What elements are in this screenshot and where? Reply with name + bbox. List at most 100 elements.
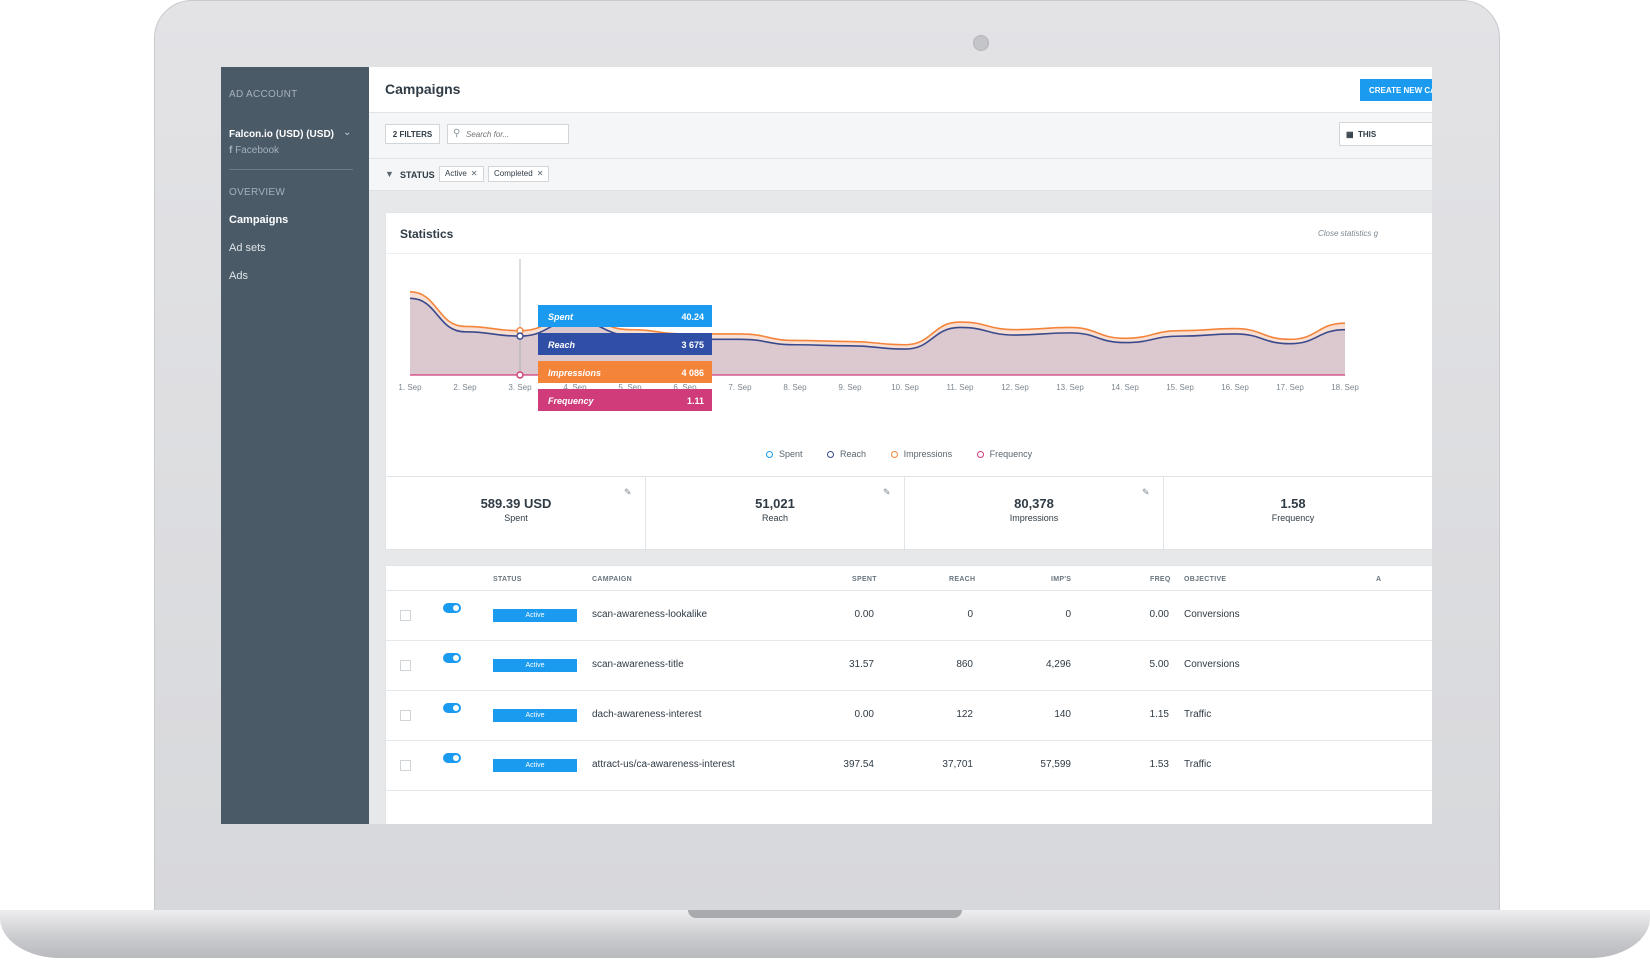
date-range-label: THIS	[1358, 129, 1377, 139]
legend-label: Frequency	[989, 449, 1033, 459]
status-chip-label: Active	[445, 169, 467, 178]
column-header-status[interactable]: STATUS	[493, 576, 522, 583]
account-platform: f Facebook	[229, 145, 279, 156]
app-screen: AD ACCOUNT Falcon.io (USD) (USD) ⌄ f Fac…	[221, 67, 1432, 824]
table-row[interactable]: Active scan-awareness-title 31.57 860 4,…	[386, 641, 1432, 691]
row-checkbox[interactable]	[400, 710, 411, 721]
legend-dot	[766, 451, 773, 458]
table-row[interactable]: Active attract-us/ca-awareness-interest …	[386, 741, 1432, 791]
cell-freq: 0.00	[1149, 609, 1169, 620]
cell-objective: Conversions	[1184, 609, 1240, 620]
column-header-campaign[interactable]: CAMPAIGN	[592, 576, 632, 583]
search-box: ⚲	[447, 124, 569, 144]
legend-item-spent[interactable]: Spent	[766, 449, 803, 459]
reach-area	[410, 298, 1345, 375]
column-header-spent[interactable]: SPENT	[852, 576, 877, 583]
cell-objective: Traffic	[1184, 709, 1212, 720]
sidebar: AD ACCOUNT Falcon.io (USD) (USD) ⌄ f Fac…	[221, 67, 369, 824]
cell-imps: 140	[1054, 709, 1071, 720]
table-header-divider	[386, 590, 1432, 591]
tooltip-row-value: 4 086	[681, 368, 704, 378]
campaign-toggle[interactable]	[443, 603, 461, 613]
chevron-down-icon[interactable]: ⌄	[343, 127, 352, 138]
funnel-icon: ▼	[385, 169, 394, 179]
status-badge: Active	[493, 659, 577, 672]
sidebar-section-overview: OVERVIEW	[229, 187, 286, 198]
tooltip-row-label: Spent	[548, 312, 574, 322]
date-range-button[interactable]: ▦ THIS	[1339, 122, 1432, 146]
kpi-label: Impressions	[1009, 513, 1059, 523]
kpi-frequency: 1.58 Frequency	[1163, 477, 1423, 552]
x-tick-label: 11. Sep	[947, 383, 975, 392]
status-chip-completed[interactable]: Completed ✕	[488, 166, 550, 182]
kpi-label: Spent	[504, 513, 528, 523]
row-checkbox[interactable]	[400, 660, 411, 671]
cell-freq: 5.00	[1149, 659, 1169, 670]
sidebar-item-ad-sets[interactable]: Ad sets	[229, 242, 266, 254]
campaign-name[interactable]: scan-awareness-title	[592, 659, 684, 670]
x-tick-label: 6. Sep	[673, 383, 697, 392]
row-checkbox[interactable]	[400, 610, 411, 621]
row-checkbox[interactable]	[400, 760, 411, 771]
tooltip-row-bg	[538, 389, 712, 411]
cell-reach: 0	[967, 609, 973, 620]
column-header-extra[interactable]: A	[1376, 576, 1382, 583]
x-tick-label: 9. Sep	[838, 383, 862, 392]
sidebar-item-ads[interactable]: Ads	[229, 270, 248, 282]
column-header-reach[interactable]: REACH	[949, 576, 976, 583]
x-tick-label: 1. Sep	[398, 383, 422, 392]
campaign-name[interactable]: scan-awareness-lookalike	[592, 609, 708, 620]
kpi-value: 1.58	[1280, 496, 1306, 511]
kpi-label: Frequency	[1271, 513, 1315, 523]
cell-freq: 1.15	[1149, 709, 1169, 720]
filter-bar: 2 FILTERS ⚲ ▦ THIS	[369, 113, 1432, 159]
account-selector[interactable]: Falcon.io (USD) (USD)	[229, 129, 334, 140]
campaign-name[interactable]: attract-us/ca-awareness-interest	[592, 759, 735, 770]
column-header-freq[interactable]: FREQ	[1150, 576, 1171, 583]
column-header-imps[interactable]: IMP'S	[1051, 576, 1072, 583]
legend-dot	[827, 451, 835, 458]
x-tick-label: 10. Sep	[891, 383, 919, 392]
status-chip-active[interactable]: Active ✕	[439, 166, 484, 182]
x-tick-label: 14. Sep	[1111, 383, 1139, 392]
legend-item-reach[interactable]: Reach	[827, 449, 866, 459]
campaign-name[interactable]: dach-awareness-interest	[592, 709, 702, 720]
close-icon[interactable]: ✕	[536, 169, 544, 178]
x-tick-label: 12. Sep	[1001, 383, 1029, 392]
cell-imps: 4,296	[1045, 659, 1071, 670]
x-tick-label: 7. Sep	[728, 383, 752, 392]
pencil-icon[interactable]: ✎	[883, 487, 891, 497]
legend-label: Spent	[779, 449, 803, 459]
statistics-card: Statistics Close statistics g 1. Sep 2. S…	[385, 212, 1432, 552]
cell-reach: 860	[956, 659, 973, 670]
facebook-icon: f	[229, 145, 233, 156]
cell-spent: 0.00	[854, 709, 874, 720]
main-content: Campaigns CREATE NEW CA 2 FILTERS ⚲ ▦ TH…	[369, 67, 1432, 824]
tooltip-row-value: 40.24	[681, 312, 704, 322]
close-statistics-link[interactable]: Close statistics g	[1318, 229, 1379, 238]
close-icon[interactable]: ✕	[470, 169, 478, 178]
legend-item-frequency[interactable]: Frequency	[976, 449, 1033, 459]
chart-legend: Spent Reach Impressions Frequency	[766, 449, 1054, 463]
campaign-toggle[interactable]	[443, 753, 461, 763]
pencil-icon[interactable]: ✎	[1142, 487, 1150, 497]
search-input[interactable]	[466, 127, 566, 141]
page-title: Campaigns	[385, 81, 461, 97]
filters-button[interactable]: 2 FILTERS	[385, 124, 440, 144]
statistics-title: Statistics	[400, 227, 454, 241]
table-row[interactable]: Active scan-awareness-lookalike 0.00 0 0…	[386, 591, 1432, 641]
cell-freq: 1.53	[1149, 759, 1169, 770]
table-row[interactable]: Active dach-awareness-interest 0.00 122 …	[386, 691, 1432, 741]
sidebar-item-campaigns[interactable]: Campaigns	[229, 214, 289, 226]
legend-item-impressions[interactable]: Impressions	[890, 449, 953, 459]
kpi-reach: 51,021 Reach ✎	[645, 477, 905, 552]
create-new-campaign-button[interactable]: CREATE NEW CA	[1360, 79, 1432, 101]
column-header-objective[interactable]: OBJECTIVE	[1184, 576, 1227, 583]
frequency-point	[516, 371, 524, 379]
legend-label: Impressions	[903, 449, 953, 459]
campaign-toggle[interactable]	[443, 653, 461, 663]
campaign-toggle[interactable]	[443, 703, 461, 713]
pencil-icon[interactable]: ✎	[624, 487, 632, 497]
tooltip-row-value: 1.11	[687, 396, 704, 406]
account-platform-label: Facebook	[235, 145, 280, 156]
